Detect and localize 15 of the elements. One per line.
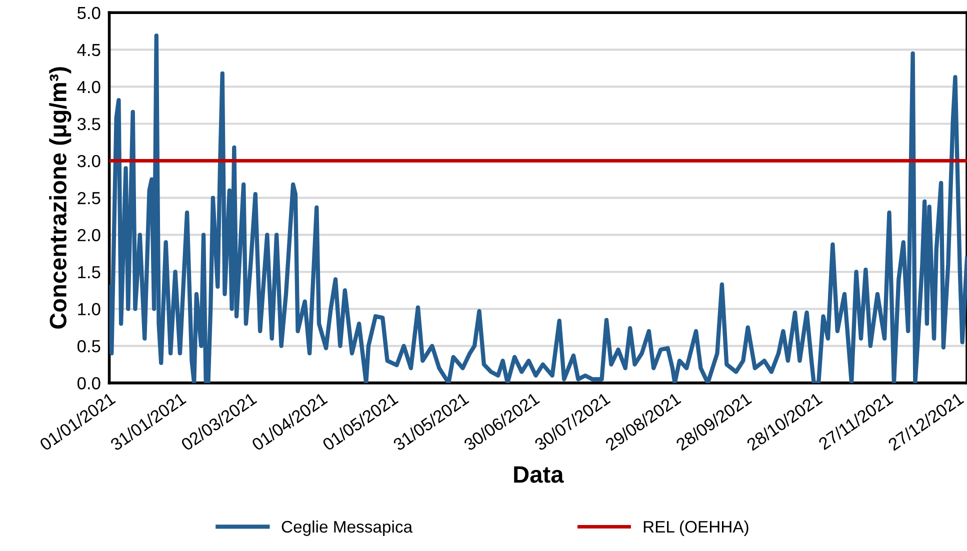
y-tick-label: 0.5	[77, 340, 100, 352]
y-tick-label: 3.5	[77, 118, 100, 130]
legend-label: REL (OEHHA)	[644, 520, 748, 536]
y-tick-label: 0.0	[77, 377, 100, 390]
y-tick-label: 5.0	[78, 6, 100, 20]
y-tick-label: 1.5	[78, 266, 100, 278]
y-tick-label: 1.0	[78, 303, 100, 316]
y-tick-label: 2.0	[78, 229, 100, 242]
legend-label: Ceglie Messapica	[282, 520, 413, 536]
x-axis-title: Data	[514, 466, 564, 483]
y-tick-label: 2.5	[78, 192, 100, 204]
y-tick-label: 4.0	[77, 80, 100, 94]
y-axis-title: Concentrazione (μg/m³)	[49, 67, 72, 329]
y-tick-label: 3.0	[77, 154, 100, 168]
y-tick-label: 4.5	[77, 44, 100, 56]
